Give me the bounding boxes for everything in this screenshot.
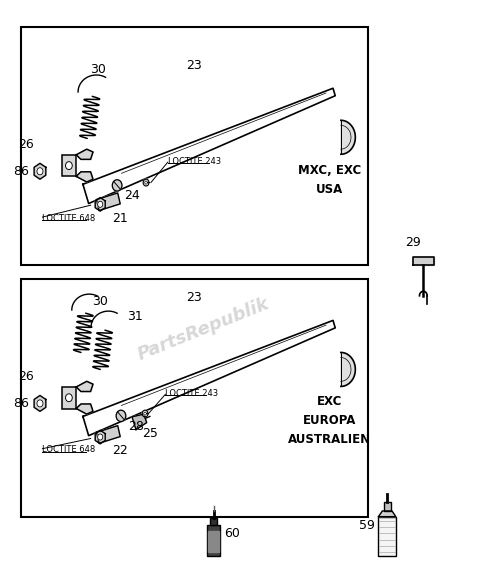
Polygon shape (378, 511, 395, 517)
Circle shape (112, 180, 121, 191)
Text: LOCTITE 648: LOCTITE 648 (42, 214, 95, 222)
Text: 21: 21 (112, 212, 128, 225)
Polygon shape (143, 179, 149, 186)
Polygon shape (210, 518, 216, 525)
Text: 30: 30 (90, 63, 106, 76)
Text: 86: 86 (14, 397, 30, 410)
Polygon shape (378, 517, 395, 556)
Text: 60: 60 (224, 527, 240, 540)
FancyBboxPatch shape (21, 27, 367, 265)
Text: EXC
EUROPA
AUSTRALIEN: EXC EUROPA AUSTRALIEN (287, 395, 370, 446)
Polygon shape (34, 163, 45, 179)
Text: 86: 86 (14, 165, 30, 178)
Polygon shape (61, 387, 76, 409)
Text: 26: 26 (18, 370, 34, 383)
Polygon shape (34, 395, 45, 411)
Polygon shape (144, 181, 147, 184)
Circle shape (65, 394, 72, 402)
Circle shape (97, 434, 103, 440)
Polygon shape (340, 352, 355, 386)
Text: MXC, EXC
USA: MXC, EXC USA (297, 164, 360, 196)
Text: 31: 31 (126, 310, 142, 323)
Polygon shape (143, 412, 146, 415)
FancyBboxPatch shape (21, 279, 367, 517)
Polygon shape (76, 172, 93, 182)
Text: 24: 24 (124, 189, 140, 203)
Text: LOCTITE 243: LOCTITE 243 (165, 389, 218, 398)
Text: 25: 25 (142, 427, 158, 440)
Polygon shape (95, 197, 105, 211)
Polygon shape (383, 502, 390, 511)
Text: 22: 22 (112, 444, 128, 457)
Polygon shape (76, 149, 93, 159)
Polygon shape (83, 88, 334, 204)
Polygon shape (208, 531, 218, 552)
Text: 26: 26 (18, 138, 34, 151)
Circle shape (116, 410, 125, 422)
Polygon shape (61, 155, 76, 176)
Text: PartsRepublik: PartsRepublik (135, 295, 272, 365)
Text: 23: 23 (186, 291, 202, 304)
Polygon shape (207, 525, 219, 556)
Polygon shape (76, 404, 93, 414)
Text: LOCTITE 243: LOCTITE 243 (167, 156, 220, 166)
Polygon shape (96, 193, 120, 211)
Polygon shape (95, 430, 105, 444)
Text: 23: 23 (186, 59, 202, 72)
Text: 30: 30 (92, 295, 108, 308)
Polygon shape (83, 320, 334, 436)
Circle shape (37, 168, 43, 175)
Polygon shape (340, 120, 355, 154)
Polygon shape (96, 426, 120, 443)
Polygon shape (142, 410, 148, 417)
Text: 59: 59 (359, 519, 374, 531)
Text: LOCTITE 648: LOCTITE 648 (42, 446, 95, 454)
Circle shape (97, 201, 103, 207)
Polygon shape (412, 257, 433, 265)
Polygon shape (132, 414, 146, 430)
Text: 28: 28 (127, 420, 143, 434)
Circle shape (37, 400, 43, 407)
Polygon shape (76, 381, 93, 391)
Text: 29: 29 (404, 236, 420, 249)
Circle shape (65, 162, 72, 170)
